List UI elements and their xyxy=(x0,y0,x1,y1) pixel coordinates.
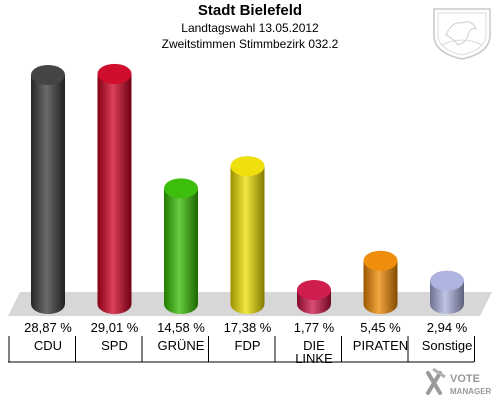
bar-cap xyxy=(97,63,132,84)
chart-title: Stadt Bielefeld xyxy=(197,2,303,19)
bar-piraten xyxy=(363,250,398,314)
value-label: 5,45 % xyxy=(360,320,401,335)
bar-cap xyxy=(430,270,464,291)
category-label: Sonstige xyxy=(422,338,473,353)
bar-fdp xyxy=(230,156,265,314)
bar-body xyxy=(31,74,65,315)
watermark-text-vote: VOTE xyxy=(450,373,480,385)
coat-of-arms-icon xyxy=(433,8,491,60)
value-label: 2,94 % xyxy=(427,320,468,335)
value-label: 28,87 % xyxy=(24,320,72,335)
chart-subtitle: Landtagswahl 13.05.2012 xyxy=(181,21,319,35)
bar-cap xyxy=(31,64,65,85)
bar-cdu xyxy=(31,64,65,315)
value-label: 14,58 % xyxy=(157,320,205,335)
category-label: SPD xyxy=(101,338,128,353)
value-label: 29,01 % xyxy=(91,320,139,335)
value-label: 17,38 % xyxy=(224,320,272,335)
bar-cap xyxy=(297,279,331,300)
category-label: DIE xyxy=(303,338,325,353)
value-label: 1,77 % xyxy=(294,320,335,335)
category-label: CDU xyxy=(34,338,62,353)
bar-body xyxy=(230,166,265,314)
category-label: FDP xyxy=(235,338,261,353)
bar-cap xyxy=(164,178,198,199)
bar-body xyxy=(363,260,398,314)
bar-sonstige xyxy=(430,270,464,314)
chart-subtitle-2: Zweitstimmen Stimmbezirk 032.2 xyxy=(161,37,339,51)
bar-body xyxy=(164,188,198,314)
bar-cap xyxy=(230,156,265,177)
category-label: PIRATEN xyxy=(353,338,408,353)
watermark-text-manager: MANAGER xyxy=(450,387,492,396)
bar-cap xyxy=(363,250,398,271)
vote-manager-logo: VOTE MANAGER xyxy=(426,367,492,396)
category-label: GRÜNE xyxy=(158,338,205,353)
bar-spd xyxy=(97,63,132,314)
bar-grüne xyxy=(164,178,198,314)
category-label: LINKE xyxy=(295,351,333,366)
bar-die-linke xyxy=(297,279,331,314)
bar-body xyxy=(97,73,132,314)
